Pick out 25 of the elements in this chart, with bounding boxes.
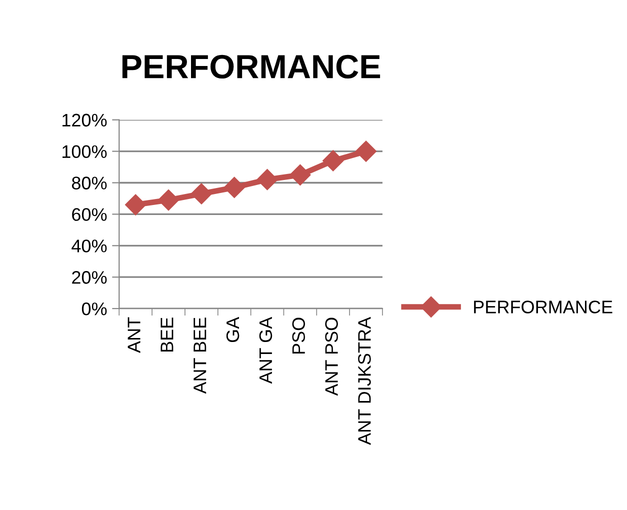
y-tick-label: 120%	[62, 114, 107, 127]
y-tick-label: 100%	[62, 145, 107, 158]
x-tick-label: BEE	[160, 318, 174, 352]
chart-title: PERFORMANCE	[122, 54, 380, 79]
y-tick-label: 80%	[72, 176, 107, 190]
point	[224, 176, 245, 198]
x-tick-label: ANT	[128, 317, 140, 353]
point	[125, 194, 146, 216]
point	[290, 164, 311, 186]
point	[190, 183, 212, 204]
x-tick-label: PSO	[292, 318, 306, 354]
x-tick-label: ANT PSO	[325, 318, 338, 396]
point	[158, 190, 180, 211]
y-tick-label: 20%	[72, 271, 107, 284]
x-tick-label: GA	[226, 316, 240, 342]
y-tick-label: 0%	[82, 302, 107, 316]
legend-label: PERFORMANCE	[474, 300, 612, 314]
x-tick-label: ANT GA	[259, 316, 272, 384]
x-tick-label: ANT DIJKSTRA	[358, 316, 371, 445]
point	[256, 169, 278, 190]
point	[322, 150, 344, 172]
y-tick-label: 40%	[72, 240, 107, 252]
x-tick-label: ANT BEE	[194, 318, 206, 394]
y-tick-label: 60%	[72, 208, 107, 221]
point	[355, 140, 377, 162]
